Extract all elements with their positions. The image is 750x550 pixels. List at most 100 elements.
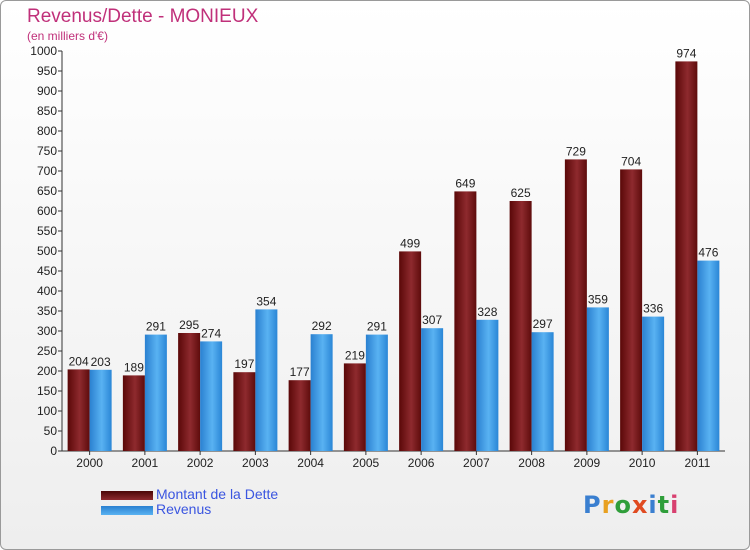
bar-dette-2011 (675, 61, 698, 452)
label-revenus-2004: 292 (312, 319, 332, 333)
x-tick-label: 2008 (518, 456, 545, 470)
chart-title: Revenus/Dette - MONIEUX (27, 6, 259, 27)
y-tick-label: 400 (37, 284, 57, 298)
label-revenus-2005: 291 (367, 320, 387, 334)
label-dette-2009: 729 (566, 144, 586, 158)
y-tick-label: 900 (37, 84, 57, 98)
logo-letter: i (648, 491, 658, 519)
label-revenus-2006: 307 (422, 313, 442, 327)
logo-letter: o (614, 491, 632, 519)
label-dette-2001: 189 (124, 360, 144, 374)
y-tick-label: 700 (37, 164, 57, 178)
legend-swatch-revenus (101, 506, 153, 515)
bar-dette-2006 (399, 251, 422, 451)
y-tick-label: 750 (37, 144, 57, 158)
y-tick-label: 100 (37, 404, 57, 418)
x-tick-label: 2010 (629, 456, 656, 470)
label-dette-2008: 625 (511, 186, 531, 200)
x-tick-label: 2004 (297, 456, 324, 470)
x-tick-label: 2007 (463, 456, 490, 470)
label-dette-2005: 219 (345, 348, 365, 362)
x-tick-label: 2001 (132, 456, 159, 470)
label-revenus-2001: 291 (146, 320, 166, 334)
bar-revenus-2002 (200, 341, 223, 451)
y-tick-label: 600 (37, 204, 57, 218)
x-tick-label: 2005 (353, 456, 380, 470)
y-tick-label: 350 (37, 304, 57, 318)
bars-group (67, 61, 720, 452)
y-tick-label: 1000 (30, 44, 57, 58)
bar-revenus-2003 (255, 309, 278, 451)
proxiti-logo: Proxiti (583, 491, 679, 519)
label-dette-2010: 704 (621, 154, 641, 168)
label-dette-2002: 295 (179, 318, 199, 332)
y-tick-label: 650 (37, 184, 57, 198)
logo-letter: x (631, 491, 649, 519)
label-revenus-2010: 336 (643, 302, 663, 316)
y-tick-label: 250 (37, 344, 57, 358)
label-revenus-2008: 297 (533, 317, 553, 331)
label-dette-2011: 974 (676, 46, 696, 60)
bar-revenus-2000 (89, 369, 112, 451)
x-tick-label: 2009 (574, 456, 601, 470)
bar-dette-2007 (454, 191, 477, 451)
x-tick-label: 2006 (408, 456, 435, 470)
bar-revenus-2007 (476, 319, 499, 451)
label-dette-2000: 204 (69, 354, 89, 368)
label-revenus-2011: 476 (698, 246, 718, 260)
legend-swatch-dette (101, 491, 153, 500)
bar-revenus-2010 (642, 316, 665, 451)
chart-subtitle: (en milliers d'€) (27, 29, 108, 43)
logo-letter: t (657, 491, 671, 519)
bar-revenus-2001 (144, 334, 167, 451)
legend-label-dette: Montant de la Dette (156, 486, 279, 502)
x-tick-label: 2011 (684, 456, 710, 470)
logo-letter: i (670, 491, 680, 519)
x-tick-label: 2000 (76, 456, 103, 470)
y-tick-label: 550 (37, 224, 57, 238)
y-tick-label: 800 (37, 124, 57, 138)
x-tick-label: 2003 (242, 456, 269, 470)
logo-letter: P (583, 491, 602, 519)
bar-revenus-2004 (310, 334, 333, 451)
label-revenus-2009: 359 (588, 292, 608, 306)
label-revenus-2000: 203 (91, 355, 111, 369)
label-revenus-2007: 328 (477, 305, 497, 319)
y-tick-label: 50 (44, 424, 58, 438)
bar-dette-2004 (288, 380, 311, 451)
y-tick-label: 500 (37, 244, 57, 258)
bar-dette-2005 (343, 363, 366, 451)
y-tick-label: 200 (37, 364, 57, 378)
bar-dette-2009 (564, 159, 587, 451)
y-tick-label: 850 (37, 104, 57, 118)
bar-revenus-2008 (531, 332, 554, 451)
label-dette-2007: 649 (455, 176, 475, 190)
bar-dette-2001 (122, 375, 145, 451)
y-tick-label: 300 (37, 324, 57, 338)
bar-dette-2003 (233, 372, 256, 451)
x-tick-label: 2002 (187, 456, 214, 470)
y-tick-label: 450 (37, 264, 57, 278)
label-revenus-2002: 274 (201, 326, 221, 340)
bar-dette-2010 (620, 169, 643, 451)
bar-dette-2002 (178, 333, 201, 451)
label-dette-2003: 197 (234, 357, 254, 371)
logo-letter: r (601, 491, 615, 519)
y-tick-label: 0 (50, 444, 57, 458)
bar-revenus-2006 (421, 328, 444, 451)
bar-revenus-2009 (586, 307, 609, 451)
bar-dette-2000 (67, 369, 90, 451)
legend-label-revenus: Revenus (156, 501, 212, 517)
bar-dette-2008 (509, 201, 532, 451)
y-tick-label: 150 (37, 384, 57, 398)
label-dette-2006: 499 (400, 236, 420, 250)
bar-revenus-2005 (365, 334, 388, 451)
bar-revenus-2011 (697, 260, 720, 451)
axes: 0 50 100 150 200 250 300 350 400 450 500 550 600 650 7… (30, 44, 725, 470)
label-dette-2004: 177 (290, 365, 310, 379)
label-revenus-2003: 354 (256, 294, 276, 308)
y-tick-label: 950 (37, 64, 57, 78)
